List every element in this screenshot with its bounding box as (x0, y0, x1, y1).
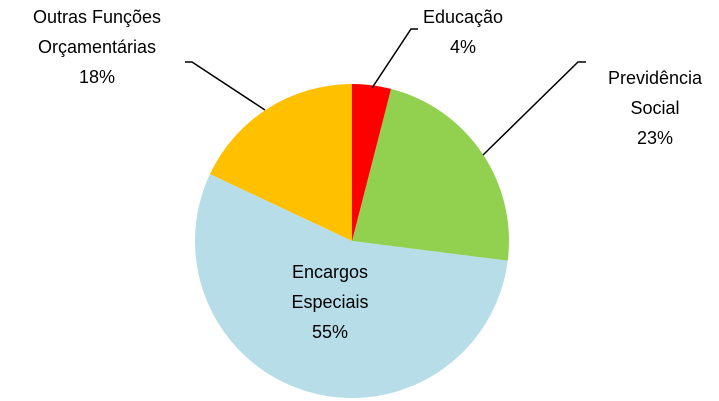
category-label: Educação (422, 7, 504, 27)
value-label: 55% (311, 322, 349, 342)
pie-slice (352, 88, 509, 261)
pie-slice (194, 174, 508, 399)
slice-label: Educação 4% (413, 2, 513, 62)
category-label: Outras Funções Orçamentárias (32, 7, 162, 57)
category-label: Encargos Especiais (291, 262, 369, 312)
leader-line (371, 28, 418, 89)
pie-slice (209, 83, 352, 241)
value-label: 18% (78, 67, 116, 87)
slice-label: Encargos Especiais 55% (265, 257, 395, 347)
value-label: 23% (636, 128, 674, 148)
slice-label: Previdência Social 23% (590, 63, 719, 153)
leader-line (185, 61, 266, 111)
value-label: 4% (449, 37, 476, 57)
category-label: Previdência Social (607, 68, 703, 118)
slice-label: Outras Funções Orçamentárias 18% (2, 2, 192, 92)
leader-line (482, 61, 586, 156)
pie-slice (352, 84, 392, 241)
